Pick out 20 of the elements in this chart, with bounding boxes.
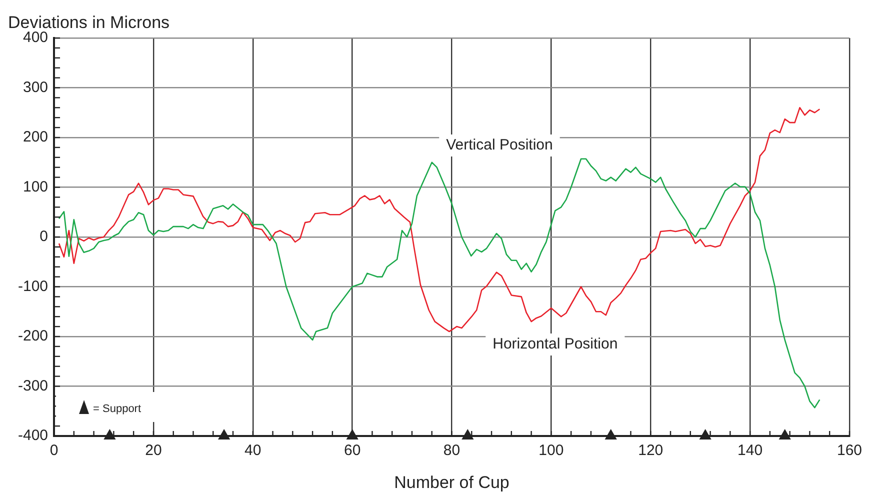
y-tick-label: -100 — [18, 278, 48, 295]
x-tick-label: 60 — [344, 442, 361, 460]
x-tick-label: 20 — [145, 442, 162, 460]
y-tick-label: -300 — [18, 377, 48, 394]
y-tick-label: 200 — [22, 128, 48, 146]
y-tick-label: 0 — [40, 228, 48, 246]
x-tick-label: 80 — [443, 442, 460, 460]
y-tick-label: -400 — [18, 427, 48, 444]
series-label: Vertical Position — [446, 136, 553, 154]
y-tick-label: -200 — [18, 328, 48, 345]
x-tick-label: 120 — [638, 442, 664, 460]
y-tick-label: 300 — [22, 78, 48, 96]
x-tick-label: 100 — [538, 442, 564, 460]
x-axis-title: Number of Cup — [394, 473, 510, 492]
series-label: Horizontal Position — [492, 336, 618, 353]
x-tick-label: 140 — [738, 442, 763, 460]
x-tick-label: 40 — [244, 442, 262, 460]
legend-label: = Support — [93, 403, 142, 416]
x-tick-label: 160 — [836, 442, 862, 460]
y-tick-label: 100 — [22, 178, 48, 196]
